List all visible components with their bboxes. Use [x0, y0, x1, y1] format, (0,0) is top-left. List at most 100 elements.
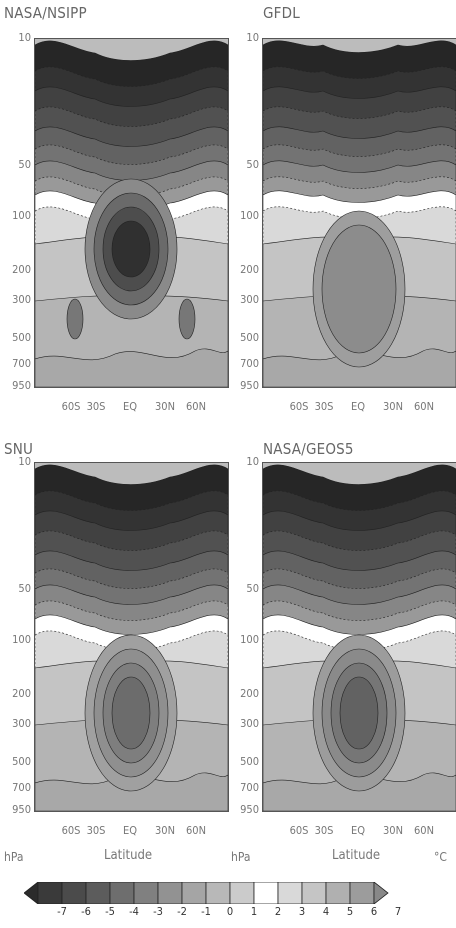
colorbar-segment [373, 881, 389, 905]
y-tick-label: 200 [240, 263, 259, 276]
colorbar-tick-label: 5 [346, 905, 354, 918]
colorbar-segment [349, 881, 375, 905]
colorbar-segment [253, 881, 279, 905]
x-axis-label-right: Latitude [332, 848, 381, 863]
x-tick-label: 30S [86, 824, 106, 837]
y-tick-label: 10 [246, 455, 259, 468]
y-tick-label: 300 [12, 293, 31, 306]
plot-gfdl [262, 38, 456, 388]
x-tick-label: EQ [350, 400, 366, 413]
colorbar-segment [157, 881, 183, 905]
colorbar-segment [301, 881, 327, 905]
colorbar [23, 881, 436, 905]
y-tick-label: 100 [12, 633, 31, 646]
colorbar-tick-label: 0 [226, 905, 234, 918]
y-tick-label: 300 [240, 717, 259, 730]
colorbar-tick-label: 3 [298, 905, 306, 918]
y-tick-label: 200 [240, 687, 259, 700]
contour-band [263, 348, 456, 387]
x-tick-label: 60S [61, 824, 81, 837]
panel-title-nasa-nsipp: NASA/NSIPP [4, 4, 87, 22]
colorbar-tick-label: 2 [274, 905, 282, 918]
y-tick-label: 500 [240, 331, 259, 344]
y-tick-label: 300 [12, 717, 31, 730]
side-contour [178, 298, 196, 340]
colorbar-unit: °C [434, 850, 447, 864]
y-tick-label: 700 [240, 781, 259, 794]
colorbar-tick-label: -5 [105, 905, 115, 918]
colorbar-tick-label: 4 [322, 905, 330, 918]
y-tick-label: 200 [12, 687, 31, 700]
y-axis-unit-right: hPa [231, 850, 251, 864]
y-tick-label: 10 [246, 31, 259, 44]
x-tick-label: 30S [314, 400, 334, 413]
plot-nasa-geos5 [262, 462, 456, 812]
x-tick-label: 60S [61, 400, 81, 413]
contour-band [263, 772, 456, 811]
x-tick-label: EQ [122, 824, 138, 837]
x-tick-label: 60N [414, 400, 434, 413]
colorbar-segment [61, 881, 87, 905]
x-tick-label: 30N [155, 824, 175, 837]
panel-title-nasa-geos5: NASA/GEOS5 [263, 440, 354, 458]
colorbar-tick-label: -3 [153, 905, 163, 918]
y-axis-unit-left: hPa [4, 850, 24, 864]
colorbar-segment [277, 881, 303, 905]
colorbar-tick-label: -4 [129, 905, 139, 918]
x-tick-label: 60S [289, 824, 309, 837]
y-tick-label: 500 [240, 755, 259, 768]
contour-map-nasa-geos5 [263, 463, 456, 811]
y-tick-label: 950 [240, 379, 259, 392]
x-tick-label: 60N [186, 824, 206, 837]
cold-core-contour [321, 224, 397, 354]
colorbar-tick-label: -2 [177, 905, 187, 918]
y-tick-label: 500 [12, 755, 31, 768]
colorbar-segment [133, 881, 159, 905]
cold-core-contour [111, 676, 151, 750]
contour-map-snu [35, 463, 228, 811]
colorbar-graphic [23, 881, 389, 905]
y-tick-label: 500 [12, 331, 31, 344]
side-contour [66, 298, 84, 340]
colorbar-tick-label: -6 [81, 905, 91, 918]
y-tick-label: 100 [12, 209, 31, 222]
y-tick-label: 700 [240, 357, 259, 370]
x-tick-label: 30S [314, 824, 334, 837]
y-tick-label: 10 [18, 455, 31, 468]
x-axis-label-left: Latitude [104, 848, 153, 863]
contour-band [35, 348, 228, 387]
y-tick-label: 100 [240, 209, 259, 222]
y-tick-label: 700 [12, 781, 31, 794]
x-tick-label: EQ [350, 824, 366, 837]
y-tick-label: 950 [240, 803, 259, 816]
y-tick-label: 300 [240, 293, 259, 306]
x-tick-label: 60N [414, 824, 434, 837]
y-tick-label: 200 [12, 263, 31, 276]
y-tick-label: 50 [18, 158, 31, 171]
cold-core-contour [111, 220, 151, 278]
y-tick-label: 950 [12, 803, 31, 816]
y-tick-label: 50 [246, 582, 259, 595]
x-tick-label: 60S [289, 400, 309, 413]
contour-map-nasa-nsipp [35, 39, 228, 387]
x-tick-label: 30N [383, 824, 403, 837]
cold-core-contour [339, 676, 379, 750]
plot-nasa-nsipp [34, 38, 229, 388]
x-tick-label: 30N [155, 400, 175, 413]
colorbar-segment [205, 881, 231, 905]
panel-title-snu: SNU [4, 440, 34, 458]
x-tick-label: EQ [122, 400, 138, 413]
colorbar-segment [85, 881, 111, 905]
y-tick-label: 50 [18, 582, 31, 595]
colorbar-tick-label: -1 [201, 905, 211, 918]
colorbar-segment [181, 881, 207, 905]
x-tick-label: 30S [86, 400, 106, 413]
colorbar-segment [23, 881, 39, 905]
x-tick-label: 30N [383, 400, 403, 413]
colorbar-tick-label: 1 [250, 905, 258, 918]
x-tick-label: 60N [186, 400, 206, 413]
colorbar-segment [109, 881, 135, 905]
y-tick-label: 100 [240, 633, 259, 646]
colorbar-segment [37, 881, 63, 905]
colorbar-segment [325, 881, 351, 905]
